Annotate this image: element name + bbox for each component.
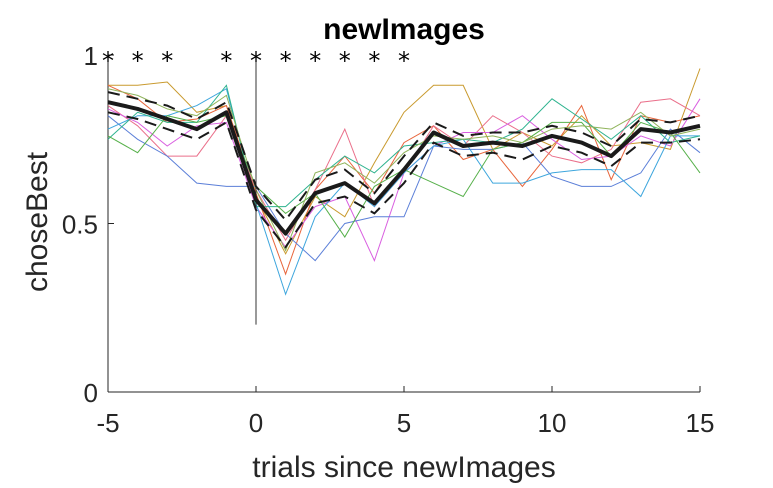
significance-star: * <box>368 47 380 75</box>
sem-lower-line <box>107 111 701 249</box>
y-axis-label: choseBest <box>21 151 54 292</box>
x-tick-label: 5 <box>397 408 411 438</box>
significance-star: * <box>280 47 292 75</box>
series-line <box>107 88 701 252</box>
chart-title: newImages <box>323 13 485 46</box>
x-tick-label: 15 <box>686 408 715 438</box>
significance-star: * <box>309 47 321 75</box>
y-tick-label: 1 <box>84 41 98 71</box>
series-line <box>107 84 701 276</box>
significance-star: * <box>250 47 262 75</box>
axes <box>107 54 701 393</box>
series-line <box>107 87 700 296</box>
sem-upper-line <box>107 91 701 222</box>
x-tick-label: -5 <box>96 408 119 438</box>
significance-star: * <box>132 47 144 75</box>
y-tick-label: 0 <box>84 378 98 408</box>
x-tick-label: 0 <box>249 408 263 438</box>
significance-star: * <box>339 47 351 75</box>
significance-star: * <box>161 47 173 75</box>
significance-star: * <box>220 47 232 75</box>
y-tick-label: 0.5 <box>62 210 98 240</box>
mean-line <box>107 100 701 236</box>
significance-star: * <box>398 47 410 75</box>
series-line <box>107 115 701 238</box>
series-line <box>107 84 701 208</box>
x-tick-label: 10 <box>538 408 567 438</box>
series-line <box>108 68 701 255</box>
plot-area <box>107 55 701 325</box>
series-line <box>107 115 701 262</box>
significance-star: * <box>102 47 114 75</box>
x-axis-label: trials since newImages <box>252 451 555 484</box>
significance-markers: * * * * * * * * * * <box>102 47 410 75</box>
